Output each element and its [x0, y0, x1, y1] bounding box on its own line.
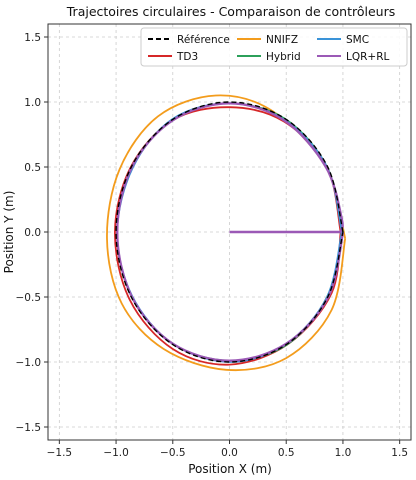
- x-tick-label: 0.5: [278, 447, 295, 459]
- x-tick-label: −1.5: [47, 447, 73, 459]
- y-tick-label: −1.0: [16, 357, 42, 369]
- y-tick-label: 1.0: [24, 97, 41, 109]
- x-axis-label: Position X (m): [188, 462, 272, 476]
- x-tick-label: 1.5: [391, 447, 408, 459]
- legend-label-td3: TD3: [176, 51, 198, 63]
- series-line-r-f-rence: [115, 101, 344, 363]
- x-axis-ticks: −1.5 −1.0 −0.5 0.0 0.5 1.0 1.5: [47, 440, 408, 459]
- grid: [48, 24, 411, 440]
- legend: Référence TD3 NNIFZ Hybrid SMC LQR+RL: [140, 27, 408, 67]
- x-tick-label: −0.5: [160, 447, 186, 459]
- y-axis-label: Position Y (m): [2, 191, 16, 274]
- legend-label-smc: SMC: [346, 34, 369, 46]
- x-tick-label: 0.0: [221, 447, 238, 459]
- x-tick-label: −1.0: [103, 447, 129, 459]
- legend-label-lqr-rl: LQR+RL: [346, 51, 390, 63]
- y-tick-label: −0.5: [16, 292, 42, 304]
- y-tick-label: 0.5: [24, 162, 41, 174]
- y-tick-label: −1.5: [16, 422, 42, 434]
- series-line-nnifz: [106, 94, 347, 372]
- legend-label-hybrid: Hybrid: [266, 51, 301, 63]
- legend-label-r-f-rence: Référence: [177, 34, 230, 46]
- chart-title: Trajectoires circulaires - Comparaison d…: [66, 4, 396, 19]
- series-lines: [106, 94, 347, 372]
- y-axis-ticks: −1.5 −1.0 −0.5 0.0 0.5 1.0 1.5: [16, 32, 48, 434]
- legend-label-nnifz: NNIFZ: [266, 34, 298, 46]
- x-tick-label: 1.0: [335, 447, 352, 459]
- y-tick-label: 1.5: [24, 32, 41, 44]
- y-tick-label: 0.0: [24, 227, 41, 239]
